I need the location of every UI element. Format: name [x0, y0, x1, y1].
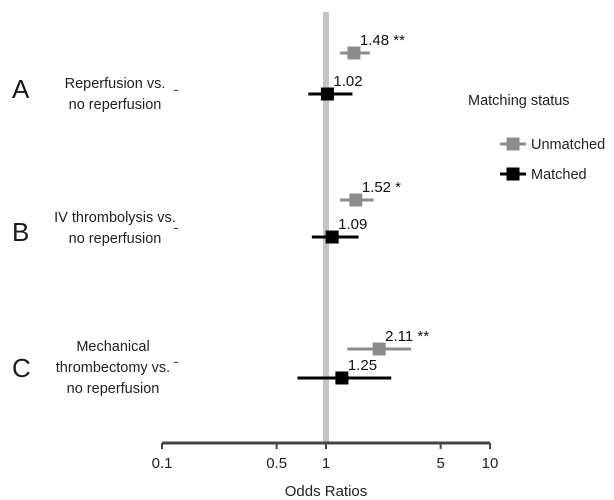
point-estimate	[325, 230, 339, 244]
point-estimate	[347, 46, 361, 60]
group-label-line: Reperfusion vs.	[65, 76, 166, 92]
y-tick: -	[174, 219, 179, 235]
x-tick-label: 0.1	[152, 455, 173, 472]
legend-key-square	[506, 137, 520, 151]
estimate-label: 2.11 **	[385, 328, 429, 345]
group-label-line: Mechanical	[76, 339, 149, 355]
group-label-line: no reperfusion	[69, 231, 162, 247]
group-label-line: IV thrombolysis vs.	[54, 210, 176, 226]
group-label-line: no reperfusion	[67, 381, 160, 397]
x-tick-label: 5	[436, 455, 444, 472]
y-tick: -	[174, 353, 179, 369]
estimate-label: 1.25	[348, 357, 377, 374]
point-estimate	[335, 371, 349, 385]
point-estimate	[372, 342, 386, 356]
group-letter: C	[12, 353, 31, 383]
point-estimate	[349, 193, 363, 207]
estimate-label: 1.09	[338, 216, 367, 233]
legend-key-square	[506, 167, 520, 181]
estimate-label: 1.02	[333, 73, 362, 90]
legend-label: Matched	[531, 167, 587, 183]
x-axis-title: Odds Ratios	[285, 483, 368, 500]
estimate-label: 1.48 **	[360, 32, 405, 49]
legend-title: Matching status	[468, 93, 570, 109]
legend-label: Unmatched	[531, 137, 605, 153]
x-tick-label: 1	[322, 455, 330, 472]
estimate-label: 1.52 *	[362, 179, 401, 196]
x-tick-label: 0.5	[266, 455, 287, 472]
group-letter: A	[12, 74, 30, 104]
point-estimate	[320, 87, 334, 101]
y-tick: -	[174, 81, 179, 97]
group-letter: B	[12, 217, 29, 247]
group-label-line: thrombectomy vs.	[56, 360, 170, 376]
group-label-line: no reperfusion	[69, 97, 162, 113]
x-tick-label: 10	[482, 455, 499, 472]
